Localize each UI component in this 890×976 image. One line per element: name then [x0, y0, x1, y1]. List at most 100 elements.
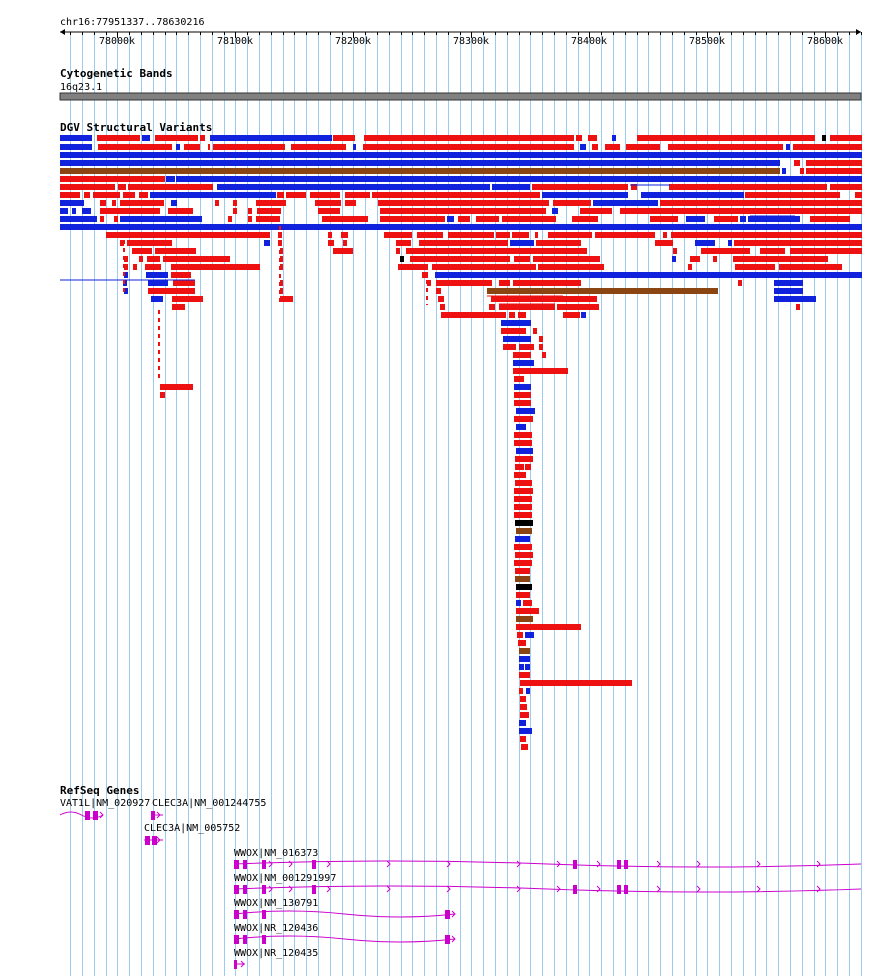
sv-feature[interactable]: [172, 296, 203, 302]
sv-feature[interactable]: [688, 264, 692, 270]
sv-feature[interactable]: [782, 168, 786, 174]
sv-feature[interactable]: [503, 336, 531, 342]
dgv-track[interactable]: DGV Structural Variants: [60, 121, 862, 750]
sv-feature[interactable]: [690, 256, 700, 262]
sv-feature[interactable]: [521, 744, 528, 750]
sv-feature[interactable]: [520, 736, 526, 742]
sv-feature[interactable]: [491, 296, 499, 302]
sv-feature[interactable]: [60, 224, 862, 230]
sv-feature[interactable]: [318, 208, 340, 214]
sv-feature[interactable]: [127, 240, 172, 246]
sv-feature[interactable]: [333, 135, 355, 141]
sv-feature[interactable]: [514, 392, 531, 398]
sv-feature[interactable]: [427, 280, 431, 286]
sv-feature[interactable]: [810, 216, 850, 222]
sv-feature[interactable]: [552, 208, 558, 214]
sv-feature[interactable]: [539, 336, 543, 342]
sv-feature[interactable]: [315, 200, 341, 206]
sv-feature[interactable]: [515, 480, 532, 486]
sv-feature[interactable]: [519, 656, 530, 662]
sv-feature[interactable]: [519, 720, 526, 726]
sv-feature[interactable]: [228, 216, 232, 222]
gene-label[interactable]: WWOX|NM_016373: [234, 848, 318, 859]
sv-feature[interactable]: [519, 688, 523, 694]
sv-feature[interactable]: [310, 192, 340, 198]
sv-feature[interactable]: [100, 200, 106, 206]
sv-feature[interactable]: [489, 304, 495, 310]
sv-feature[interactable]: [774, 280, 803, 286]
sv-feature[interactable]: [155, 248, 196, 254]
sv-feature[interactable]: [794, 160, 800, 166]
sv-feature[interactable]: [536, 240, 581, 246]
sv-feature[interactable]: [514, 560, 532, 566]
sv-feature[interactable]: [673, 248, 677, 254]
sv-feature[interactable]: [364, 135, 574, 141]
sv-feature[interactable]: [124, 288, 128, 294]
sv-feature[interactable]: [533, 328, 537, 334]
sv-feature[interactable]: [520, 680, 632, 686]
sv-feature[interactable]: [830, 135, 862, 141]
sv-feature[interactable]: [60, 135, 92, 141]
sv-feature[interactable]: [728, 240, 732, 246]
sv-feature[interactable]: [516, 608, 539, 614]
sv-feature[interactable]: [538, 264, 604, 270]
sv-feature[interactable]: [663, 232, 667, 238]
sv-feature[interactable]: [517, 632, 523, 638]
sv-feature[interactable]: [217, 184, 490, 190]
sv-feature[interactable]: [525, 632, 534, 638]
gene-label[interactable]: WWOX|NR_120435: [234, 948, 318, 959]
sv-feature[interactable]: [257, 208, 281, 214]
sv-feature[interactable]: [128, 184, 213, 190]
sv-feature[interactable]: [215, 200, 219, 206]
sv-feature[interactable]: [519, 664, 524, 670]
refseq-genes[interactable]: VAT1L|NM_020927 CLEC3A|NM_001244755 CLEC3A…: [59, 798, 862, 969]
sv-feature[interactable]: [499, 304, 555, 310]
sv-feature[interactable]: [514, 544, 532, 550]
sv-feature[interactable]: [595, 232, 655, 238]
sv-feature[interactable]: [806, 168, 862, 174]
sv-feature[interactable]: [655, 240, 673, 246]
sv-feature[interactable]: [514, 384, 531, 390]
sv-feature[interactable]: [133, 264, 137, 270]
sv-feature[interactable]: [120, 200, 164, 206]
sv-feature[interactable]: [363, 144, 574, 150]
sv-feature[interactable]: [514, 512, 532, 518]
refseq-gene[interactable]: WWOX|NR_120435: [234, 948, 318, 969]
sv-feature[interactable]: [147, 256, 160, 262]
gene-label[interactable]: WWOX|NM_130791: [234, 898, 318, 909]
sv-feature[interactable]: [496, 232, 510, 238]
sv-feature[interactable]: [581, 312, 586, 318]
sv-feature[interactable]: [593, 200, 658, 206]
sv-feature[interactable]: [432, 264, 536, 270]
sv-feature[interactable]: [176, 144, 180, 150]
sv-feature[interactable]: [518, 640, 526, 646]
refseq-gene[interactable]: VAT1L|NM_020927: [59, 798, 150, 820]
sv-feature[interactable]: [118, 184, 126, 190]
sv-feature[interactable]: [514, 416, 533, 422]
sv-feature[interactable]: [380, 216, 445, 222]
sv-feature[interactable]: [372, 192, 540, 198]
sv-feature[interactable]: [514, 432, 532, 438]
sv-feature[interactable]: [612, 135, 616, 141]
sv-feature[interactable]: [535, 232, 538, 238]
sv-feature[interactable]: [100, 216, 104, 222]
refseq-gene[interactable]: WWOX|NM_130791: [233, 898, 456, 919]
sv-feature[interactable]: [572, 216, 598, 222]
sv-feature[interactable]: [476, 216, 499, 222]
sv-feature[interactable]: [98, 144, 172, 150]
sv-feature[interactable]: [384, 232, 412, 238]
sv-feature[interactable]: [155, 135, 198, 141]
refseq-gene[interactable]: CLEC3A|NM_001244755: [151, 798, 266, 820]
sv-feature[interactable]: [502, 216, 556, 222]
sv-feature[interactable]: [713, 256, 717, 262]
sv-feature[interactable]: [509, 312, 515, 318]
sv-feature[interactable]: [440, 304, 445, 310]
sv-feature[interactable]: [514, 488, 533, 494]
sv-feature[interactable]: [458, 216, 470, 222]
sv-feature[interactable]: [548, 232, 592, 238]
sv-feature[interactable]: [441, 312, 506, 318]
sv-feature[interactable]: [514, 256, 530, 262]
sv-feature[interactable]: [668, 144, 783, 150]
sv-feature[interactable]: [576, 135, 582, 141]
sv-feature[interactable]: [748, 216, 800, 222]
